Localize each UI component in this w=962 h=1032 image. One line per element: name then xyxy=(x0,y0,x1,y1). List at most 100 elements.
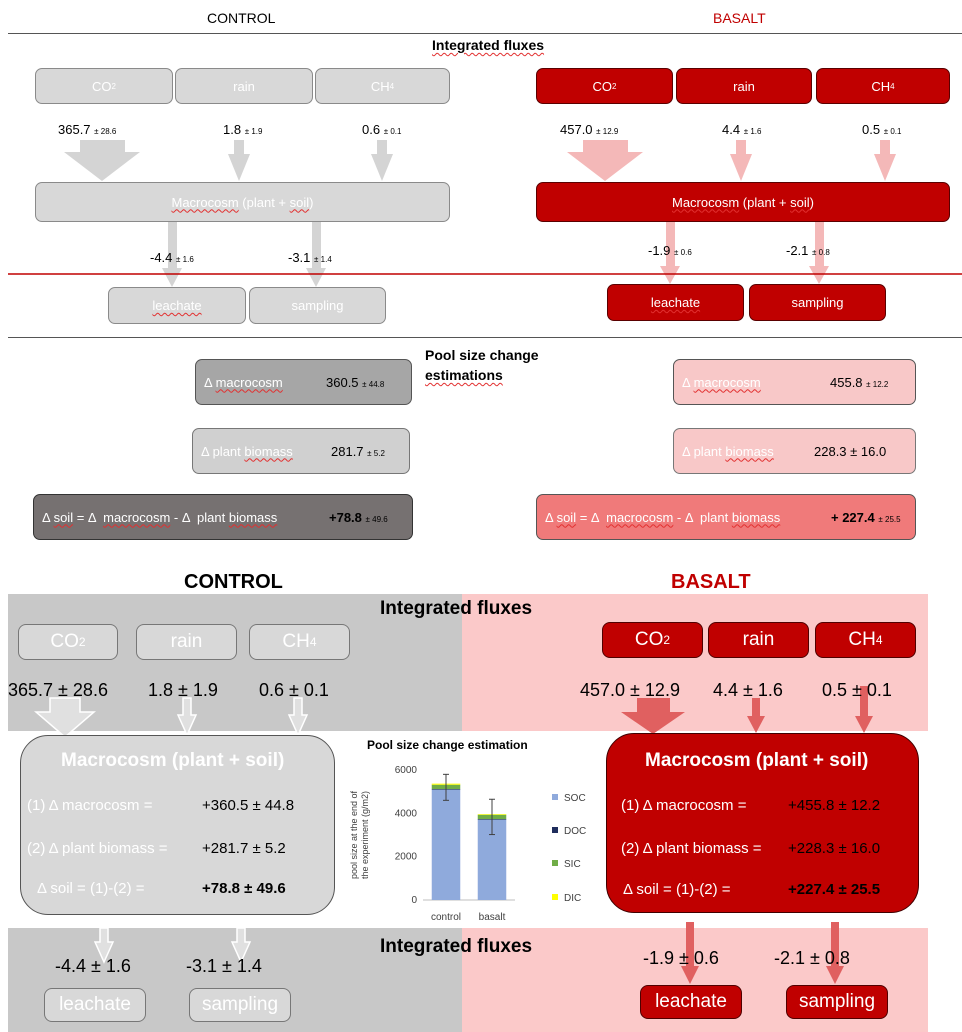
basalt-leachate-label: leachate xyxy=(650,295,701,310)
legend-label-doc: DOC xyxy=(564,826,586,837)
control-macrocosm-box: Macrocosm (plant + soil) xyxy=(35,182,450,222)
legend-label-dic: DIC xyxy=(564,893,581,904)
control-co2-arrow xyxy=(64,140,140,181)
control-input-ch4: CH 4 xyxy=(315,68,450,104)
top-control-title: CONTROL xyxy=(207,10,276,26)
basalt-macro-label-a: Macrocosm xyxy=(672,194,740,210)
basalt-co2-arrow xyxy=(567,140,643,181)
b-basalt-sampling-value: -2.1 ± 0.8 xyxy=(774,948,850,968)
pool-basalt-macro-value: 455.8 ± 12.2 xyxy=(830,374,889,390)
top-arrows xyxy=(8,140,962,287)
chart-svg: 0 2000 4000 6000 pool size at the end of the … xyxy=(349,765,586,923)
bar-soc-control xyxy=(431,789,461,900)
b-control-rain-arrow xyxy=(176,697,198,737)
b-control-output-sampling: sampling xyxy=(189,988,291,1022)
control-input-rain: rain xyxy=(175,68,313,104)
b-basalt-row1-value: +455.8 ± 12.2 xyxy=(788,797,881,814)
b-basalt-rain-value: 4.4 ± 1.6 xyxy=(713,680,783,700)
top-divider-line xyxy=(8,33,962,34)
control-leachate-arrow xyxy=(162,222,182,287)
b-control-leachate-value: -4.4 ± 1.6 xyxy=(55,956,131,976)
b-control-input-co2: CO 2 xyxy=(18,624,118,660)
basalt-output-leachate: leachate xyxy=(607,284,744,321)
control-sampling-label: sampling xyxy=(291,298,344,313)
pool-title-line2: estimations xyxy=(425,367,503,383)
basalt-ch4-label: CH xyxy=(871,78,891,94)
basalt-input-co2: CO 2 xyxy=(536,68,673,104)
legend-swatch-soc xyxy=(552,794,558,800)
b-basalt-macro-title: Macrocosm (plant + soil) xyxy=(645,750,869,771)
x-tick-label-control: control xyxy=(431,912,461,923)
pool-title-line1: Pool size change xyxy=(425,347,539,363)
b-control-row3-value: +78.8 ± 49.6 xyxy=(202,880,286,897)
pool-basalt-macro-label: Δ macrocosm xyxy=(682,374,761,390)
y-axis-label-line2: the experiment (g/m2) xyxy=(360,791,370,879)
bottom-integrated-title: Integrated fluxes xyxy=(380,598,533,619)
pool-basalt-soil-value: + 227.4 ± 25.5 xyxy=(831,509,901,525)
control-ch4-sub: 4 xyxy=(389,81,395,91)
control-sampling-value: -3.1 ± 1.4 xyxy=(288,250,332,265)
basalt-sampling-arrow xyxy=(809,222,829,284)
b-control-row2-value: +281.7 ± 5.2 xyxy=(202,840,286,857)
control-leachate-label: leachate xyxy=(152,298,202,313)
basalt-rain-arrow xyxy=(730,140,752,181)
control-input-co2: CO 2 xyxy=(35,68,173,104)
pool-control-plant-value: 281.7 ± 5.2 xyxy=(331,443,385,459)
bottom-integrated-title-2: Integrated fluxes xyxy=(380,936,533,957)
control-macro-label-d: ) xyxy=(309,194,314,210)
b-control-sampling-value: -3.1 ± 1.4 xyxy=(186,956,262,976)
pool-basalt-plant-label: Δ plant biomass xyxy=(682,443,774,459)
basalt-rain-label: rain xyxy=(733,78,755,94)
b-basalt-row3-value: +227.4 ± 25.5 xyxy=(788,881,881,898)
b-basalt-row2-label: (2) Δ plant biomass = xyxy=(621,840,762,857)
control-co2-sub: 2 xyxy=(111,81,116,91)
b-basalt-output-sampling: sampling xyxy=(786,985,888,1019)
basalt-macro-label-c: soil xyxy=(790,194,810,210)
b-control-row3-label: Δ soil = (1)-(2) = xyxy=(37,880,145,897)
y-tick-label: 2000 xyxy=(395,852,418,863)
basalt-sampling-label: sampling xyxy=(791,295,844,310)
b-control-row1-value: +360.5 ± 44.8 xyxy=(202,797,295,814)
b-control-output-leachate: leachate xyxy=(44,988,146,1022)
pool-basalt-soil-label: Δ soil = Δ macrocosm - Δ plant biomass xyxy=(545,509,781,525)
b-basalt-co2-arrow xyxy=(621,698,685,734)
control-ch4-arrow xyxy=(371,140,393,181)
y-tick-label: 4000 xyxy=(395,808,418,819)
control-co2-value: 365.7 ± 28.6 xyxy=(58,122,117,137)
control-macro-label-c: soil xyxy=(289,194,310,210)
b-basalt-row1-label: (1) Δ macrocosm = xyxy=(621,797,747,814)
top-basalt-title: BASALT xyxy=(713,10,766,26)
basalt-rain-value: 4.4 ± 1.6 xyxy=(722,122,762,137)
basalt-macro-label-b: (plant + xyxy=(739,194,791,210)
control-macro-label-a: Macrocosm xyxy=(171,194,239,210)
top-integrated-title: Integrated fluxes xyxy=(432,37,545,53)
control-ch4-value: 0.6 ± 0.1 xyxy=(362,122,402,137)
control-rain-error: ± 1.9 xyxy=(244,127,263,136)
b-control-co2-value: 365.7 ± 28.6 xyxy=(8,680,108,700)
basalt-co2-value: 457.0 ± 12.9 xyxy=(560,122,619,137)
bottom-control-title: CONTROL xyxy=(184,571,283,593)
b-basalt-leachate-arrow xyxy=(681,922,699,984)
legend-label-sic: SIC xyxy=(564,859,581,870)
basalt-macrocosm-box: Macrocosm (plant + soil) xyxy=(536,182,950,222)
basalt-co2-label: CO xyxy=(592,78,613,94)
basalt-co2-sub: 2 xyxy=(612,81,617,91)
b-basalt-rain-arrow xyxy=(747,698,765,733)
b-basalt-macrocosm: Macrocosm (plant + soil) (1) Δ macrocosm… xyxy=(606,733,919,913)
control-ch4-error: ± 0.1 xyxy=(383,127,402,136)
basalt-leachate-value: -1.9 ± 0.6 xyxy=(648,243,692,258)
b-control-macro-title: Macrocosm (plant + soil) xyxy=(61,750,285,771)
legend-swatch-dic xyxy=(552,894,558,900)
b-control-leachate-arrow xyxy=(93,927,115,964)
legend-swatch-sic xyxy=(552,860,558,866)
pool-control-macro-value: 360.5 ± 44.8 xyxy=(326,374,385,390)
control-co2-label: CO xyxy=(92,78,112,94)
b-basalt-ch4-value: 0.5 ± 0.1 xyxy=(822,680,892,700)
b-basalt-leachate-value: -1.9 ± 0.6 xyxy=(643,948,719,968)
basalt-macro-label-d: ) xyxy=(809,194,814,210)
b-control-input-ch4: CH 4 xyxy=(249,624,350,660)
chart-title: Pool size change estimation xyxy=(367,738,528,752)
x-tick-label-basalt: basalt xyxy=(479,912,506,923)
b-basalt-output-leachate: leachate xyxy=(640,985,742,1019)
